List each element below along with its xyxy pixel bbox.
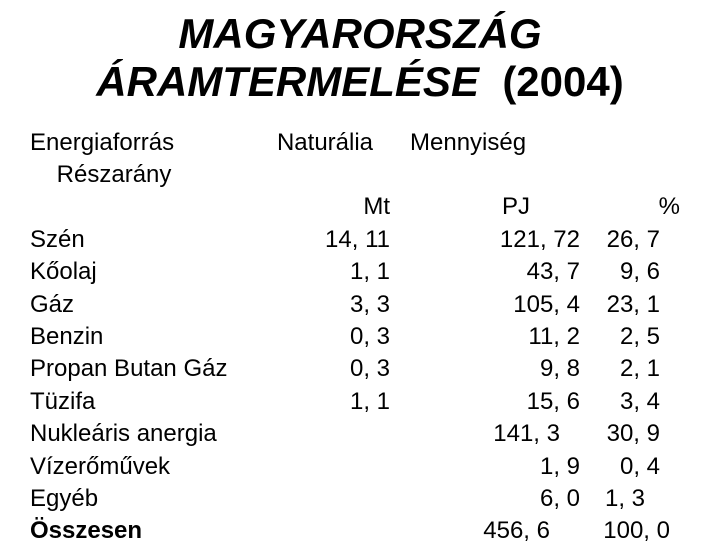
- row-mt: 14, 11: [260, 224, 390, 256]
- row-pct: 2, 1: [580, 353, 680, 385]
- row-name: Kőolaj: [30, 256, 260, 288]
- row-name: Gáz: [30, 289, 260, 321]
- row-mt: 1, 1: [260, 256, 390, 288]
- row-pj: 9, 8: [390, 353, 580, 385]
- title-year: (2004): [502, 58, 623, 105]
- unit-pct: %: [580, 191, 680, 223]
- row-pct: 30, 9: [580, 418, 680, 450]
- data-table: Energiaforrás Részarány Naturália Mennyi…: [30, 127, 690, 548]
- row-pct: 3, 4: [580, 386, 680, 418]
- total-mt: [260, 515, 390, 547]
- row-mt: 0, 3: [260, 353, 390, 385]
- row-pct: 23, 1: [580, 289, 680, 321]
- row-mt: [260, 483, 390, 515]
- row-pct: 2, 5: [580, 321, 680, 353]
- row-name: Vízerőművek: [30, 451, 260, 483]
- row-pj: 141, 3: [390, 418, 580, 450]
- col-header-empty: [580, 127, 680, 192]
- title-main: MAGYARORSZÁG ÁRAMTERMELÉSE: [96, 10, 541, 105]
- row-pct: 26, 7: [580, 224, 680, 256]
- row-pj: 105, 4: [390, 289, 580, 321]
- unit-empty: [30, 191, 260, 223]
- row-pj: 15, 6: [390, 386, 580, 418]
- row-pj: 11, 2: [390, 321, 580, 353]
- row-pj: 121, 72: [390, 224, 580, 256]
- row-mt: [260, 418, 390, 450]
- row-pct: 1, 3: [580, 483, 680, 515]
- row-name: Propan Butan Gáz: [30, 353, 260, 385]
- unit-mt: Mt: [260, 191, 390, 223]
- total-name: Összesen: [30, 515, 260, 547]
- row-mt: 3, 3: [260, 289, 390, 321]
- row-pct: 0, 4: [580, 451, 680, 483]
- row-mt: 1, 1: [260, 386, 390, 418]
- row-pj: 6, 0: [390, 483, 580, 515]
- row-name: Nukleáris anergia: [30, 418, 260, 450]
- total-pj: 456, 6: [390, 515, 580, 547]
- col-header-quantity: Mennyiség: [390, 127, 580, 192]
- row-mt: [260, 451, 390, 483]
- col-header-source: Energiaforrás Részarány: [30, 127, 260, 192]
- row-pj: 1, 9: [390, 451, 580, 483]
- total-pct: 100, 0: [580, 515, 680, 547]
- row-pj: 43, 7: [390, 256, 580, 288]
- col-header-naturalia: Naturália: [260, 127, 390, 192]
- row-mt: 0, 3: [260, 321, 390, 353]
- unit-pj: PJ: [390, 191, 580, 223]
- slide: MAGYARORSZÁG ÁRAMTERMELÉSE (2004) Energi…: [0, 0, 720, 540]
- row-name: Benzin: [30, 321, 260, 353]
- page-title: MAGYARORSZÁG ÁRAMTERMELÉSE (2004): [30, 10, 690, 107]
- row-name: Szén: [30, 224, 260, 256]
- row-pct: 9, 6: [580, 256, 680, 288]
- row-name: Egyéb: [30, 483, 260, 515]
- row-name: Tüzifa: [30, 386, 260, 418]
